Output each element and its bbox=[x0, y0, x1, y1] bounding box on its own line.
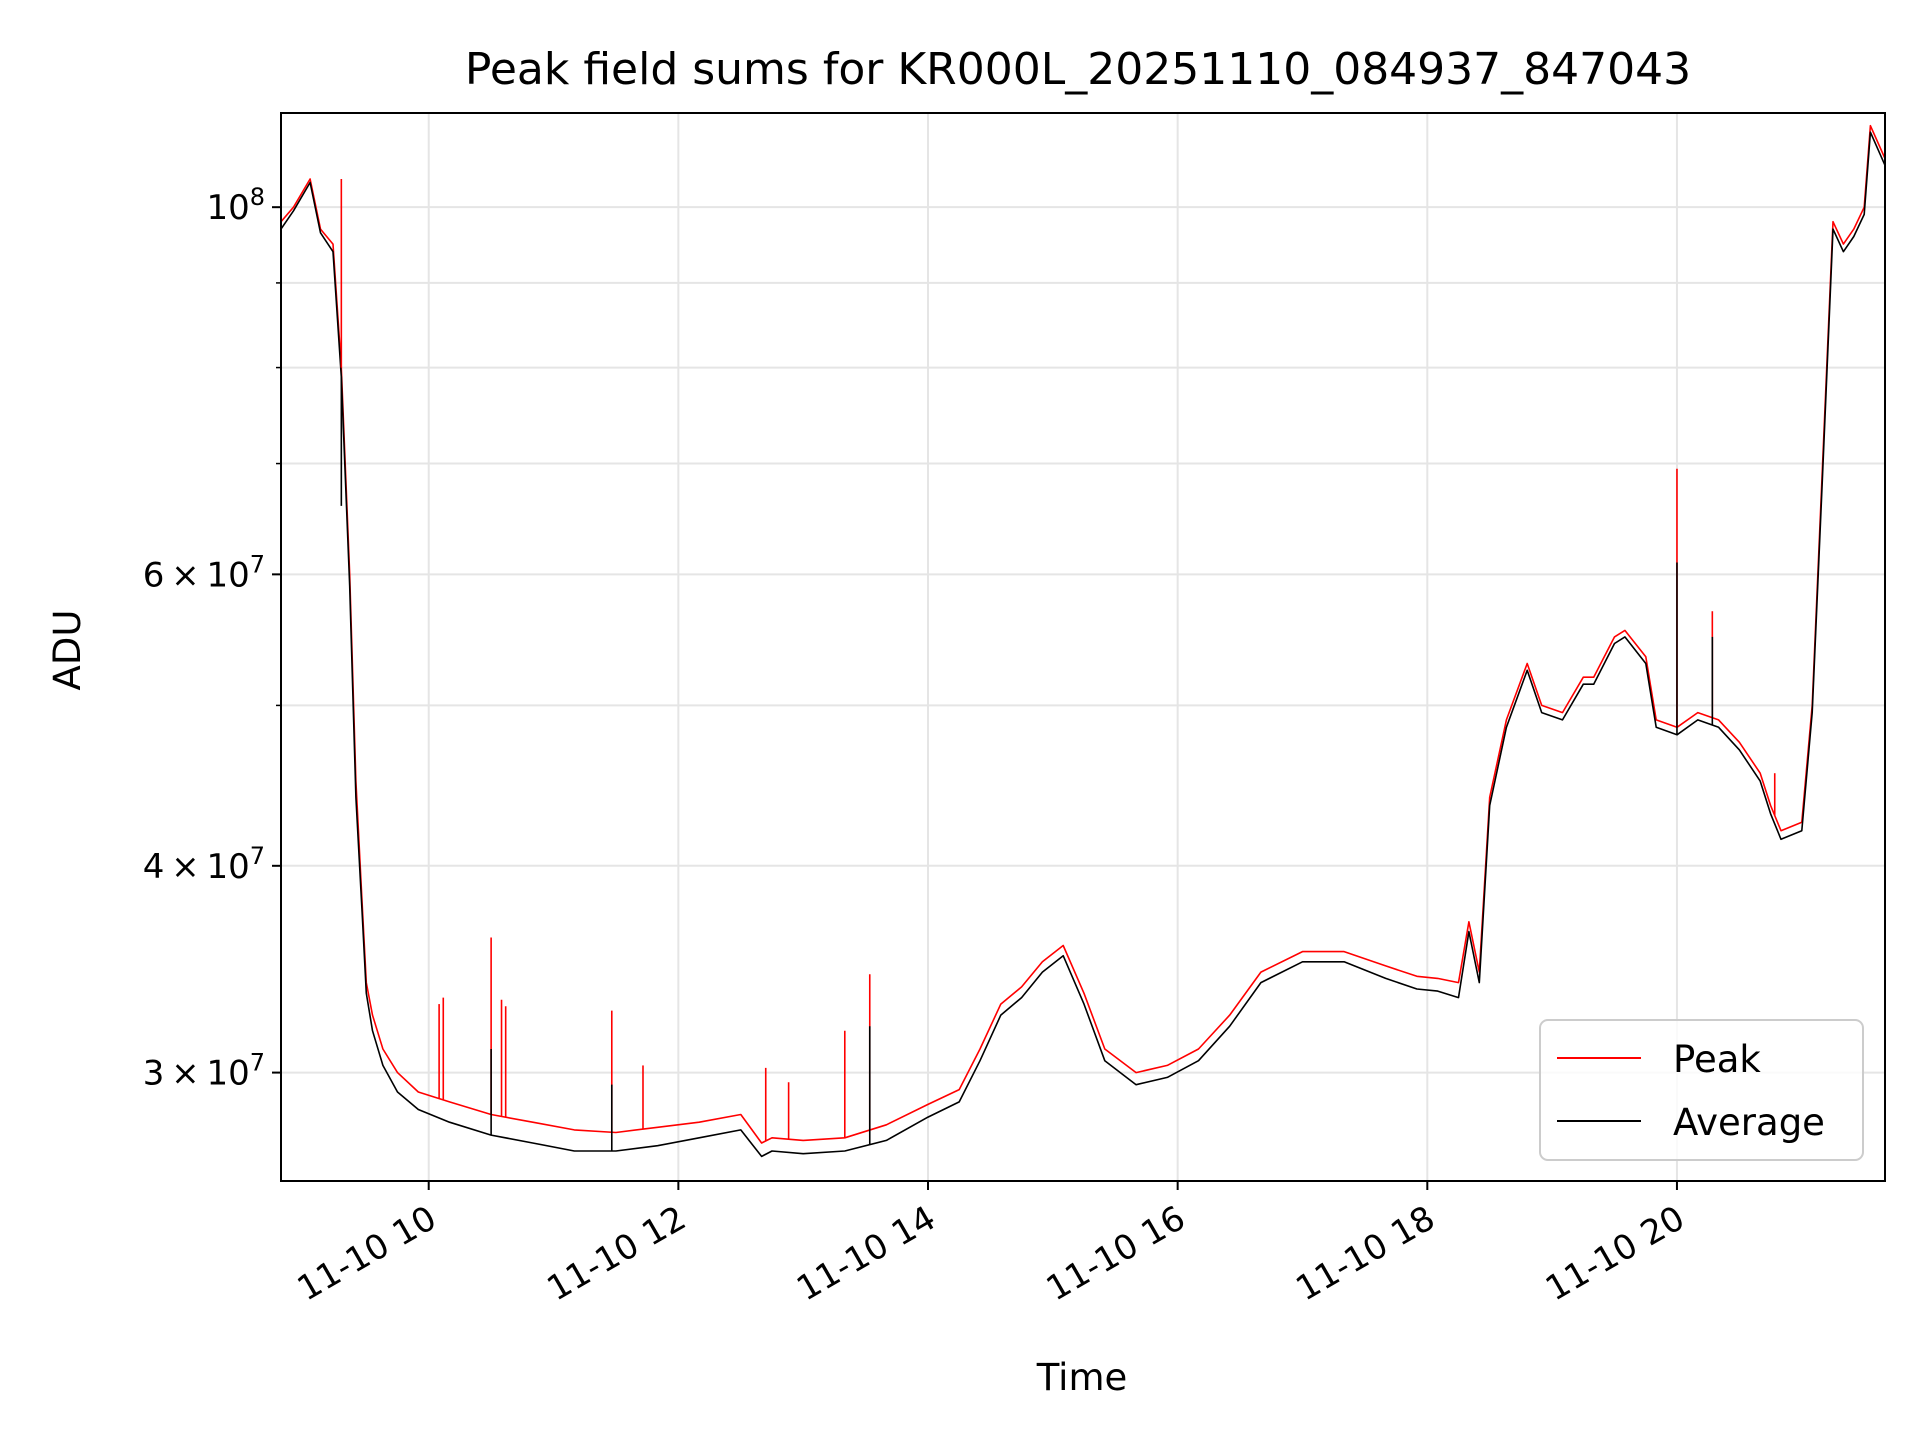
legend-box bbox=[1539, 1019, 1864, 1161]
plot-frame bbox=[280, 112, 1886, 1182]
gridlines bbox=[281, 113, 1885, 1181]
legend-label-average: Average bbox=[1673, 1101, 1825, 1144]
plot-series bbox=[281, 124, 1885, 1158]
legend: Peak Average bbox=[1539, 1019, 1864, 1161]
x-axis-label: Time bbox=[1036, 1356, 1128, 1399]
series-clip-group bbox=[281, 124, 1885, 1158]
series-line-average bbox=[281, 131, 1885, 1158]
y-tick-label: 3 × 107 bbox=[143, 1049, 265, 1094]
y-axis-label: ADU bbox=[46, 610, 89, 691]
y-tick-label: 108 bbox=[206, 183, 265, 228]
chart-title: Peak field sums for KR000L_20251110_0849… bbox=[465, 44, 1691, 95]
y-tick-label: 4 × 107 bbox=[143, 842, 265, 887]
legend-label-peak: Peak bbox=[1673, 1038, 1761, 1081]
y-tick-label: 6 × 107 bbox=[143, 550, 265, 595]
y-axis: 3 × 107 4 × 107 6 × 107 108 bbox=[143, 183, 281, 1094]
series-line-peak bbox=[281, 124, 1885, 1144]
